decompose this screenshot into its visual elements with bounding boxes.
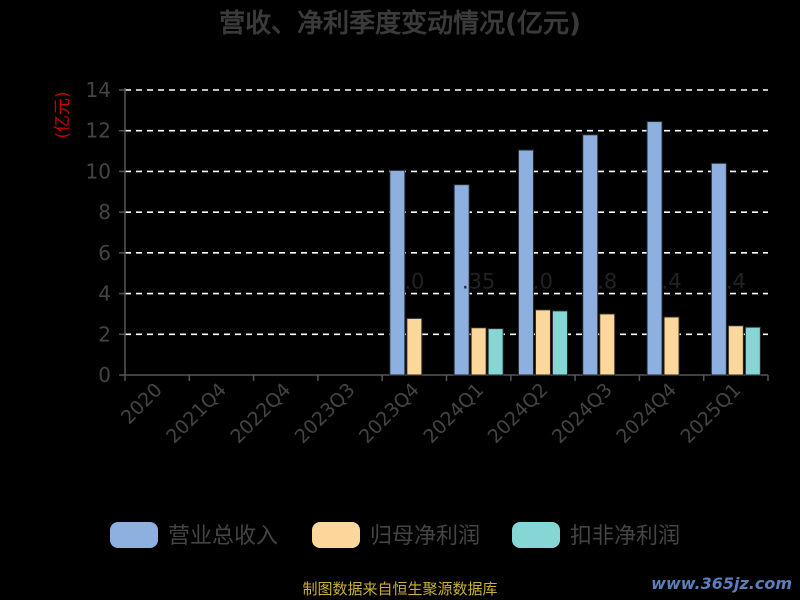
- bar: [534, 309, 551, 376]
- chart-title: 营收、净利季度变动情况(亿元): [219, 8, 581, 39]
- bar: [646, 121, 663, 376]
- bars: [389, 121, 761, 376]
- bar: [470, 327, 487, 376]
- x-tick-label: 2020: [117, 379, 167, 429]
- y-tick-label: 4: [98, 282, 111, 306]
- data-label: .4: [662, 269, 682, 293]
- bar: [663, 316, 680, 376]
- y-tick-label: 8: [98, 200, 111, 224]
- y-tick-label: 6: [98, 241, 111, 265]
- x-tick-label: 2024Q3: [548, 379, 617, 448]
- bar: [744, 326, 761, 376]
- y-tick-label: 10: [86, 159, 111, 183]
- y-tick-label: 2: [98, 322, 111, 346]
- y-tick-label: 0: [98, 363, 111, 387]
- source-note: 制图数据来自恒生聚源数据库: [302, 580, 498, 598]
- legend-swatch: [312, 522, 360, 548]
- x-tick-label: 2024Q4: [612, 379, 681, 448]
- data-label: .0: [404, 269, 424, 293]
- x-tick-label: 2023Q3: [291, 379, 360, 448]
- x-tick-label: 2021Q4: [162, 379, 231, 448]
- watermark: www.365jz.com: [651, 574, 792, 593]
- bar: [710, 162, 727, 376]
- legend-label: 归母净利润: [370, 524, 480, 549]
- data-label: .4: [726, 269, 746, 293]
- bar: [517, 149, 534, 376]
- bar: [453, 184, 470, 376]
- x-tick-label: 2024Q1: [419, 379, 488, 448]
- legend-swatch: [512, 522, 560, 548]
- x-tick-label: 2024Q2: [484, 379, 553, 448]
- bar: [727, 325, 744, 376]
- legend-label: 营业总收入: [168, 524, 278, 549]
- bar: [551, 310, 568, 376]
- legend-swatch: [110, 522, 158, 548]
- data-labels: .0 .35 .0 .8 .4 .4: [404, 269, 746, 293]
- x-tick-label: 2022Q4: [226, 379, 295, 448]
- data-label: .35: [462, 269, 495, 293]
- legend: 营业总收入 归母净利润 扣非净利润: [110, 522, 680, 549]
- bar: [406, 317, 423, 376]
- y-tick-label: 12: [86, 119, 111, 143]
- bar: [582, 134, 599, 376]
- data-label: .8: [597, 269, 617, 293]
- y-axis-label: (亿元): [53, 91, 73, 138]
- legend-label: 扣非净利润: [570, 524, 680, 549]
- x-tick-label: 2025Q1: [677, 379, 746, 448]
- bar: [599, 313, 616, 376]
- y-tick-label: 14: [86, 78, 111, 102]
- grid: [125, 89, 768, 336]
- data-label: .0: [533, 269, 553, 293]
- bar: [389, 169, 406, 376]
- axes: 0246810121420202021Q42022Q42023Q32023Q42…: [86, 78, 769, 448]
- x-tick-label: 2023Q4: [355, 379, 424, 448]
- bar: [487, 328, 504, 376]
